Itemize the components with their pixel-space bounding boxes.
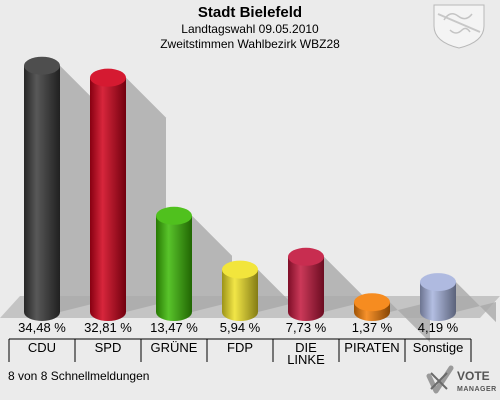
bar-top xyxy=(90,68,126,87)
bar-top xyxy=(354,293,390,312)
bar-spd xyxy=(90,77,126,322)
vote-manager-logo: VOTE MANAGER xyxy=(426,365,497,394)
bar-top xyxy=(24,56,60,75)
category-label: FDP xyxy=(227,340,253,355)
chart-subtitle-district: Zweitstimmen Wahlbezirk WBZ28 xyxy=(160,37,340,51)
value-label: 4,19 % xyxy=(418,320,459,335)
checkmark-icon xyxy=(426,365,454,394)
coat-of-arms-icon xyxy=(433,4,485,49)
category-label: DIE xyxy=(295,340,317,355)
chart-title: Stadt Bielefeld xyxy=(197,4,303,21)
bar-shadow xyxy=(324,256,364,312)
logo-text-vote: VOTE xyxy=(457,369,490,383)
category-label: GRÜNE xyxy=(151,340,198,355)
bar-top xyxy=(156,206,192,225)
bar-shadow xyxy=(390,302,430,343)
bar-fdp xyxy=(222,269,258,321)
value-label: 34,48 % xyxy=(18,320,66,335)
chart-header: Stadt Bielefeld Landtagswahl 09.05.2010 … xyxy=(0,4,500,52)
logo-text-manager: MANAGER xyxy=(457,386,497,393)
category-label: CDU xyxy=(28,340,56,355)
bar-shadow xyxy=(456,282,496,323)
bar-top xyxy=(288,247,324,266)
bar-top xyxy=(222,260,258,279)
bar-cdu xyxy=(24,65,60,321)
bar-top xyxy=(420,273,456,292)
value-label: 13,47 % xyxy=(150,320,198,335)
reporting-status: 8 von 8 Schnellmeldungen xyxy=(8,369,150,383)
bar-sonstige xyxy=(420,282,456,321)
value-label: 7,73 % xyxy=(286,320,327,335)
bar-die-linke xyxy=(288,256,324,321)
bar-grüne xyxy=(156,215,192,321)
value-label: 5,94 % xyxy=(220,320,261,335)
category-label: SPD xyxy=(95,340,122,355)
category-label: LINKE xyxy=(287,352,325,367)
category-label: PIRATEN xyxy=(344,340,399,355)
chart-subtitle-election: Landtagswahl 09.05.2010 xyxy=(181,22,319,36)
value-label: 32,81 % xyxy=(84,320,132,335)
value-label: 1,37 % xyxy=(352,320,393,335)
category-label: Sonstige xyxy=(413,340,464,355)
